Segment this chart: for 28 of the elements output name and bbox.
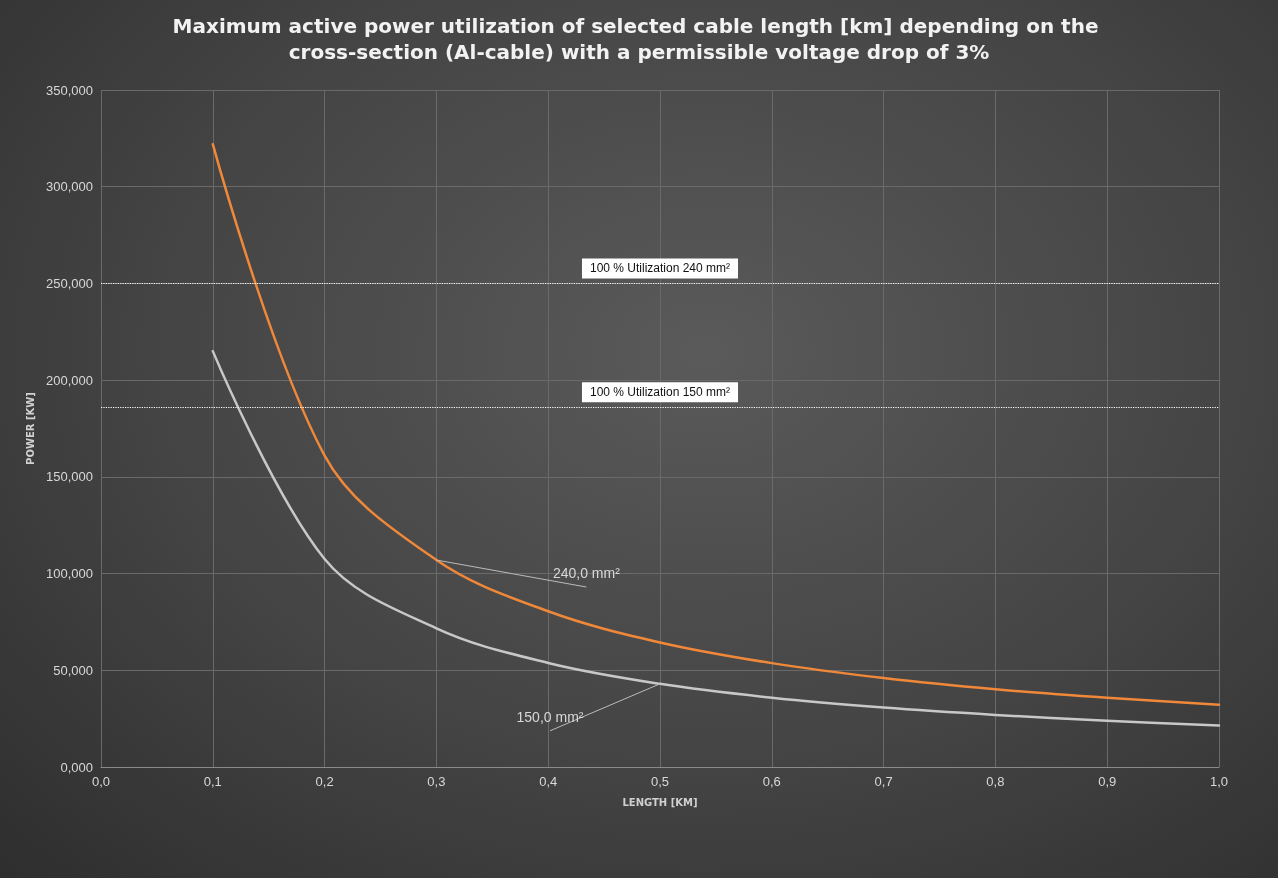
ref-line-label: 100 % Utilization 240 mm²	[589, 261, 731, 276]
x-tick-label: 0,5	[650, 774, 670, 789]
y-tick-label: 300,000	[46, 179, 93, 195]
text: 240,0 mm²	[552, 565, 621, 582]
x-tick-label: 1,0	[1209, 774, 1229, 789]
ref-line-label: 100 % Utilization 150 mm²	[589, 385, 731, 400]
line-series	[211, 142, 1221, 706]
x-axis-title: LENGTH [KM]	[622, 796, 698, 808]
x-tick-label: 0,0	[91, 774, 111, 789]
y-tick-label: 0,000	[60, 759, 93, 775]
y-tick-label: 100,000	[46, 566, 93, 582]
y-tick-label: 150,000	[46, 469, 93, 485]
y-tick-label: 200,000	[46, 372, 93, 388]
x-tick-label: 0,8	[986, 774, 1005, 789]
x-tick-label: 0,1	[203, 774, 222, 789]
x-tick-label: 0,9	[1098, 774, 1117, 789]
x-tick-label: 0,6	[762, 774, 781, 789]
x-tick-label: 0,2	[315, 774, 334, 789]
chart-title: Maximum active power utilization of selected cable length [km] depending on the cross-section (Al-cable) with a permissible voltage drop of 3%	[172, 14, 1106, 64]
y-axis-title: POWER [KW]	[24, 392, 36, 465]
y-tick-label: 50,000	[53, 662, 93, 678]
x-tick-label: 0,3	[427, 774, 446, 789]
x-tick-label: 0,7	[874, 774, 893, 789]
text: 150,0 mm²	[516, 708, 584, 725]
y-tick-label: 250,000	[46, 275, 93, 291]
line-series	[211, 349, 1221, 727]
x-tick-label: 0,4	[539, 774, 558, 789]
y-tick-label: 350,000	[46, 82, 93, 98]
